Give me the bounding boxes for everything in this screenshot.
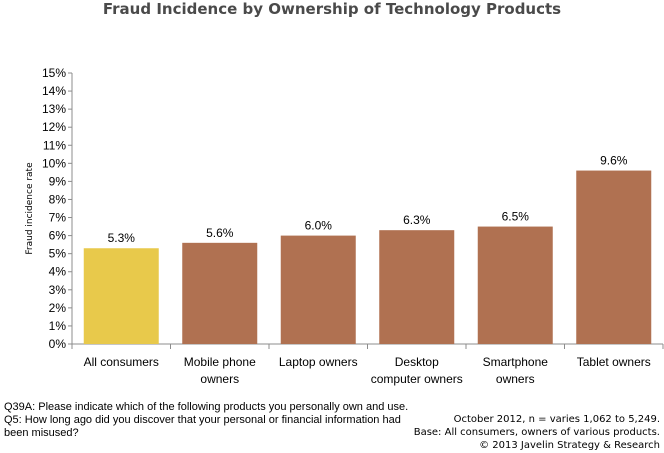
x-tick-label: owners (200, 372, 239, 386)
y-tick-label: 10% (42, 156, 66, 170)
x-tick-label: owners (496, 372, 535, 386)
y-tick-label: 0% (49, 337, 67, 351)
y-tick-label: 6% (49, 229, 67, 243)
x-tick-label: computer owners (371, 372, 463, 386)
bar (477, 226, 553, 344)
y-tick-label: 11% (43, 138, 66, 152)
bar-chart: 0% 1% 2% 3% 4% 5% 6% 7% 8% 9% 10% 11% 12% 13% 14% 15% Fr… (25, 66, 664, 386)
source-copyright: © 2013 Javelin Strategy & Research (479, 440, 660, 451)
data-label: 5.6% (206, 226, 234, 240)
y-tick-label: 12% (42, 120, 66, 134)
x-tick-label: Tablet owners (577, 355, 651, 369)
x-tick-label: Desktop (395, 355, 439, 369)
y-tick-label: 5% (49, 247, 67, 261)
survey-question-footnote: Q39A: Please indicate which of the follo… (4, 401, 409, 439)
x-tick-label: All consumers (84, 355, 159, 369)
data-label: 6.0% (305, 219, 333, 233)
y-axis-title: Fraud incidence rate (25, 162, 35, 255)
x-tick-label: Smartphone (483, 355, 549, 369)
data-label: 6.3% (403, 213, 431, 227)
source-base: Base: All consumers, owners of various p… (413, 427, 660, 438)
y-tick-label: 7% (49, 211, 67, 225)
y-tick-label: 8% (49, 192, 67, 206)
chart-title: Fraud Incidence by Ownership of Technolo… (102, 0, 562, 18)
y-tick-label: 1% (49, 319, 67, 333)
x-tick-label: Laptop owners (279, 355, 358, 369)
bar (379, 230, 455, 344)
data-label: 6.5% (502, 210, 530, 224)
bar (83, 248, 159, 344)
y-tick-label: 14% (42, 84, 66, 98)
y-tick-label: 13% (42, 102, 66, 116)
data-label: 9.6% (600, 154, 628, 168)
bar (280, 235, 356, 344)
y-tick-label: 4% (49, 265, 67, 279)
y-tick-label: 3% (49, 283, 67, 297)
bar (576, 170, 652, 344)
source-date-sample: October 2012, n = varies 1,062 to 5,249. (453, 414, 660, 425)
x-tick-label: Mobile phone (184, 355, 256, 369)
source-footnote: October 2012, n = varies 1,062 to 5,249.… (360, 413, 660, 452)
data-label: 5.3% (108, 231, 136, 245)
y-tick-label: 2% (49, 301, 67, 315)
y-tick-label: 9% (49, 174, 67, 188)
bar (182, 242, 258, 344)
y-tick-label: 15% (42, 66, 66, 80)
